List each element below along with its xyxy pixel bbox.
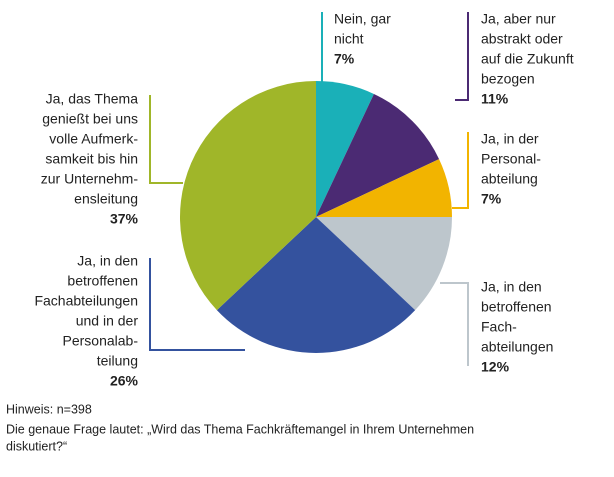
slice-label: genießt bei uns bbox=[42, 111, 138, 127]
slice-label: abteilungen bbox=[481, 339, 553, 355]
slice-label: Ja, das Thema bbox=[46, 91, 139, 107]
slice-label: Personal- bbox=[481, 151, 541, 167]
value-label: 37% bbox=[110, 211, 139, 227]
note: Die genaue Frage lautet: „Wird das Thema… bbox=[6, 422, 474, 436]
pie-slice bbox=[316, 159, 452, 217]
slice-label: ensleitung bbox=[74, 191, 138, 207]
leader-line bbox=[452, 132, 469, 209]
pie-slice bbox=[216, 217, 416, 353]
slice-label: betroffenen bbox=[481, 299, 552, 315]
slice-label: betroffenen bbox=[67, 273, 138, 289]
slice-label: abstrakt oder bbox=[481, 31, 563, 47]
slice-label: bezogen bbox=[481, 71, 535, 87]
leader-line bbox=[440, 282, 469, 366]
value-label: 7% bbox=[334, 51, 355, 67]
slice-label: Ja, in der bbox=[481, 131, 539, 147]
value-label: 26% bbox=[110, 373, 139, 389]
slice-label: teilung bbox=[97, 353, 138, 369]
slice-label: Nein, gar bbox=[334, 11, 391, 27]
value-label: 7% bbox=[481, 191, 502, 207]
slice-label: zur Unternehm- bbox=[41, 171, 139, 187]
pie-slice bbox=[179, 81, 316, 311]
slice-label: abteilung bbox=[481, 171, 538, 187]
slice-label: und in der bbox=[76, 313, 139, 329]
slice-label: Fachabteilungen bbox=[34, 293, 138, 309]
pie-slice bbox=[316, 93, 440, 217]
leader-line bbox=[149, 95, 183, 184]
value-label: 12% bbox=[481, 359, 510, 375]
slice-label: Ja, aber nur bbox=[481, 11, 556, 27]
note: Hinweis: n=398 bbox=[6, 402, 92, 416]
slice-label: Ja, in den bbox=[481, 279, 542, 295]
slice-label: samkeit bis hin bbox=[45, 151, 138, 167]
slice-label: Ja, in den bbox=[77, 253, 138, 269]
slice-label: Fach- bbox=[481, 319, 517, 335]
slice-label: Personalab- bbox=[63, 333, 139, 349]
pie-slice bbox=[316, 81, 374, 217]
leader-line bbox=[455, 12, 469, 101]
note: diskutiert?“ bbox=[6, 439, 67, 453]
pie-slice bbox=[316, 217, 452, 311]
value-label: 11% bbox=[481, 91, 509, 107]
slice-label: volle Aufmerk- bbox=[49, 131, 138, 147]
slice-label: nicht bbox=[334, 31, 364, 47]
slice-label: auf die Zukunft bbox=[481, 51, 574, 67]
leader-line bbox=[149, 258, 245, 351]
